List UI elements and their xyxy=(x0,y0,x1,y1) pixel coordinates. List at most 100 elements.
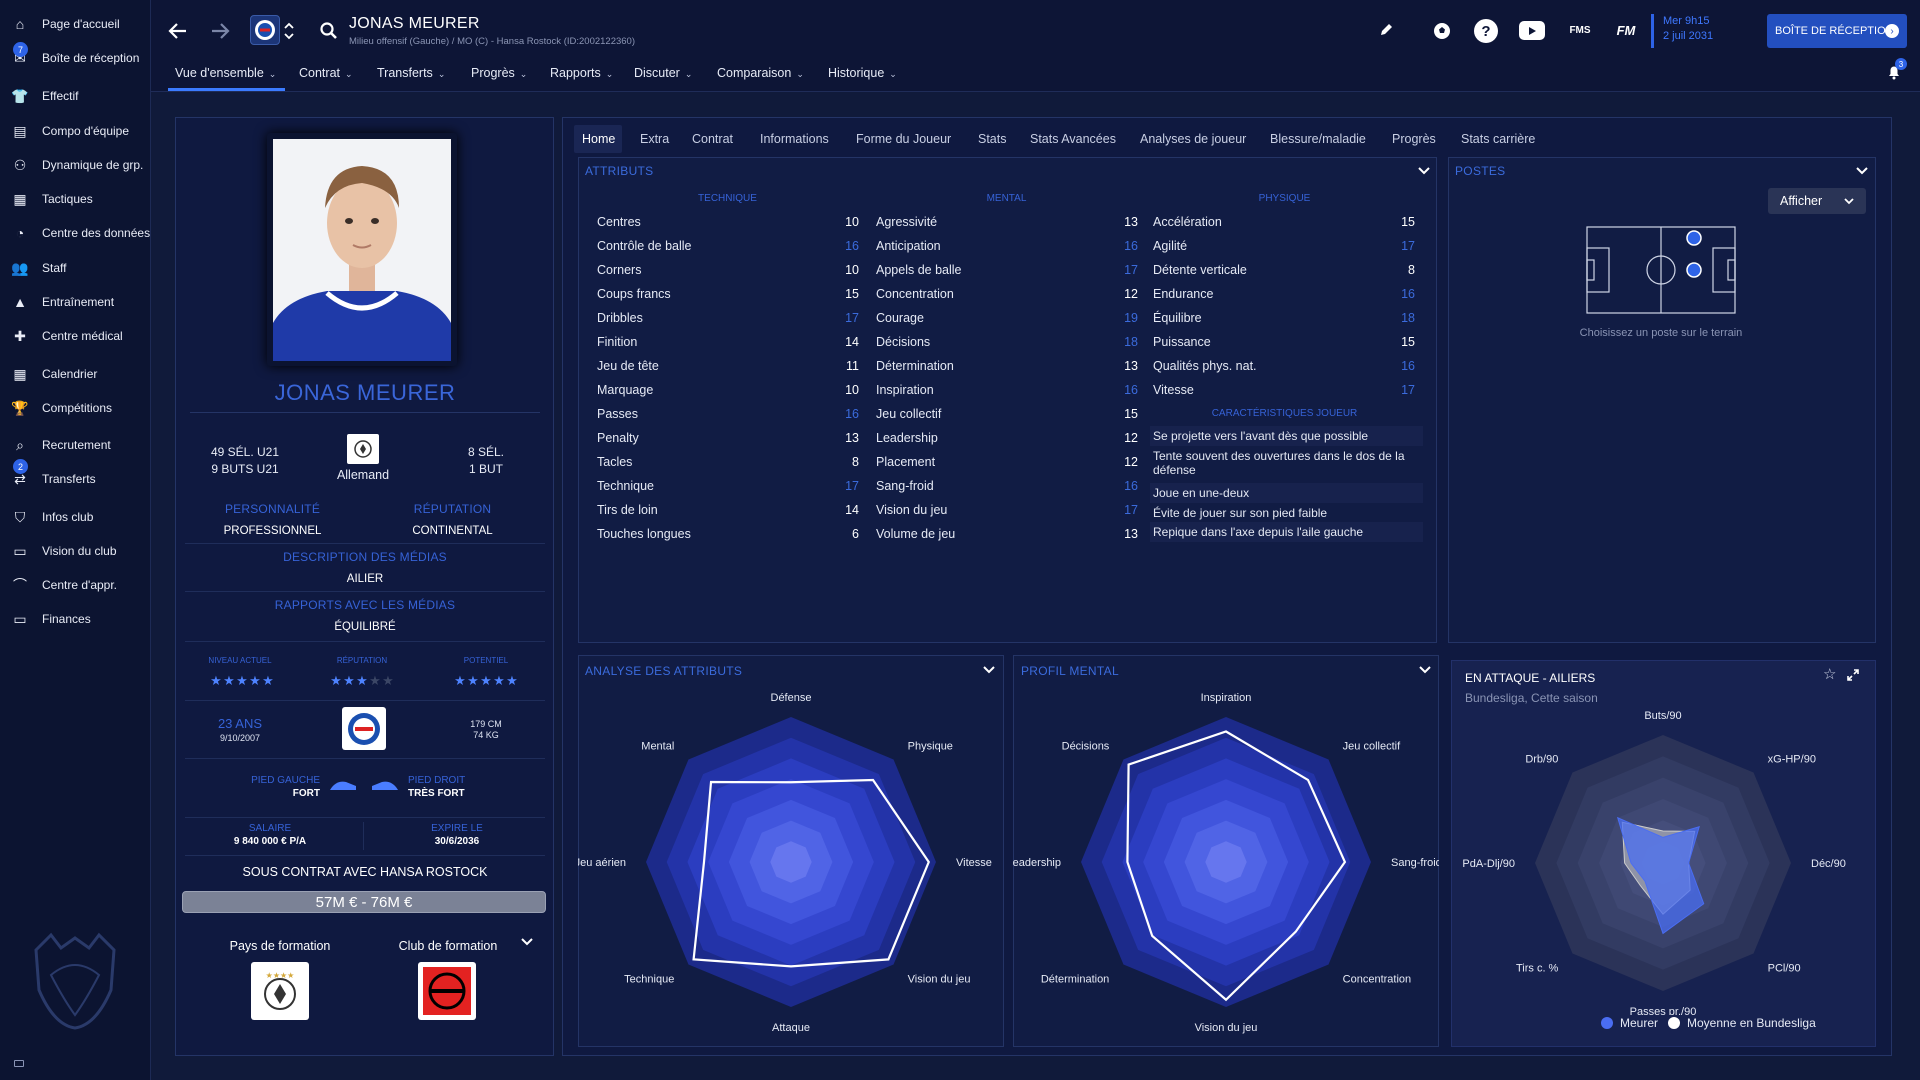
value-range-bar[interactable]: 57M € - 76M € xyxy=(182,891,546,913)
sidebar-item-data-hub[interactable]: ◔ Centre des données xyxy=(0,216,151,250)
attribute-row[interactable]: Appels de balle 17 xyxy=(876,260,1138,280)
attribute-row[interactable]: Anticipation 16 xyxy=(876,236,1138,256)
attribute-row[interactable]: Corners 10 xyxy=(597,260,859,280)
attribute-row[interactable]: Inspiration 16 xyxy=(876,380,1138,400)
sidebar-collapse-icon[interactable] xyxy=(14,1060,24,1067)
attribute-row[interactable]: Agressivité 13 xyxy=(876,212,1138,232)
pencil-icon[interactable] xyxy=(1376,20,1396,40)
attribute-row[interactable]: Détermination 13 xyxy=(876,356,1138,376)
attribute-row[interactable]: Touches longues 6 xyxy=(597,524,859,544)
nav-vue-d-ensemble[interactable]: Vue d'ensemble ⌄ xyxy=(175,66,276,80)
attribute-row[interactable]: Concentration 12 xyxy=(876,284,1138,304)
sidebar-item-club-vision[interactable]: ▭ Vision du club xyxy=(0,534,151,568)
attribute-row[interactable]: Équilibre 18 xyxy=(1153,308,1415,328)
sidebar-item-home[interactable]: ⌂ Page d'accueil xyxy=(0,7,151,41)
chevron-down-icon[interactable] xyxy=(1856,163,1870,177)
attribute-row[interactable]: Volume de jeu 13 xyxy=(876,524,1138,544)
tab-stats[interactable]: Stats xyxy=(978,132,1007,146)
chevron-updown-icon[interactable] xyxy=(282,18,296,44)
club-badge-icon[interactable] xyxy=(250,15,280,45)
chevron-down-icon[interactable] xyxy=(1418,163,1432,177)
attribute-row[interactable]: Placement 12 xyxy=(876,452,1138,472)
nav-progr-s[interactable]: Progrès ⌄ xyxy=(471,66,527,80)
youtube-icon[interactable] xyxy=(1519,21,1545,40)
attribute-row[interactable]: Détente verticale 8 xyxy=(1153,260,1415,280)
search-icon[interactable] xyxy=(319,21,339,41)
attribute-row[interactable]: Jeu collectif 15 xyxy=(876,404,1138,424)
attribute-row[interactable]: Puissance 15 xyxy=(1153,332,1415,352)
nav-discuter[interactable]: Discuter ⌄ xyxy=(634,66,692,80)
sidebar-item-staff[interactable]: 👥 Staff xyxy=(0,251,151,285)
attribute-row[interactable]: Coups francs 15 xyxy=(597,284,859,304)
sidebar-item-inbox[interactable]: ✉ 7 Boîte de réception xyxy=(0,41,151,75)
tab-stats-avanc-es[interactable]: Stats Avancées xyxy=(1030,132,1116,146)
chevron-down-icon[interactable] xyxy=(1419,662,1433,676)
tab-extra[interactable]: Extra xyxy=(640,132,670,146)
fms-icon[interactable]: FMS xyxy=(1569,24,1591,36)
tab-stats-carri-re[interactable]: Stats carrière xyxy=(1461,132,1536,146)
sidebar-item-tactics[interactable]: ▦ Tactiques xyxy=(0,182,151,216)
attribute-row[interactable]: Penalty 13 xyxy=(597,428,859,448)
attribute-row[interactable]: Contrôle de balle 16 xyxy=(597,236,859,256)
nav-contrat[interactable]: Contrat ⌄ xyxy=(299,66,353,80)
attribute-row[interactable]: Endurance 16 xyxy=(1153,284,1415,304)
nav-historique[interactable]: Historique ⌄ xyxy=(828,66,897,80)
tab-forme-du-joueur[interactable]: Forme du Joueur xyxy=(856,132,952,146)
nav-transferts[interactable]: Transferts ⌄ xyxy=(377,66,445,80)
attribute-row[interactable]: Tacles 8 xyxy=(597,452,859,472)
attribute-row[interactable]: Marquage 10 xyxy=(597,380,859,400)
game-date[interactable]: Mer 9h15 2 juil 2031 xyxy=(1651,14,1713,48)
attribute-row[interactable]: Courage 19 xyxy=(876,308,1138,328)
show-dropdown[interactable]: Afficher xyxy=(1768,188,1866,214)
tab-blessure-maladie[interactable]: Blessure/maladie xyxy=(1270,132,1366,146)
tab-analyses-de-joueur[interactable]: Analyses de joueur xyxy=(1140,132,1247,146)
sidebar-item-group-dynamics[interactable]: ⚇ Dynamique de grp. xyxy=(0,148,151,182)
training-country-flag[interactable]: ★★★★ xyxy=(251,962,309,1020)
sidebar-item-clipboard[interactable]: ▤ Compo d'équipe xyxy=(0,114,151,148)
chevron-down-icon[interactable] xyxy=(983,662,997,676)
nation-flag[interactable] xyxy=(347,434,379,464)
tab-contrat[interactable]: Contrat xyxy=(692,132,733,146)
expand-icon[interactable] xyxy=(1847,668,1861,682)
attribute-row[interactable]: Décisions 18 xyxy=(876,332,1138,352)
chevron-down-icon[interactable] xyxy=(521,934,535,948)
help-icon[interactable]: ? xyxy=(1474,19,1498,43)
attribute-row[interactable]: Passes 16 xyxy=(597,404,859,424)
sidebar-item-scouting[interactable]: ⌕ Recrutement xyxy=(0,428,151,462)
training-club-badge[interactable] xyxy=(418,962,476,1020)
sidebar-item-trophy[interactable]: 🏆 Compétitions xyxy=(0,391,151,425)
sidebar-item-squad[interactable]: 👕 Effectif xyxy=(0,79,151,113)
nav-comparaison[interactable]: Comparaison ⌄ xyxy=(717,66,804,80)
attribute-row[interactable]: Dribbles 17 xyxy=(597,308,859,328)
attribute-row[interactable]: Finition 14 xyxy=(597,332,859,352)
sidebar-item-training[interactable]: ▲ Entraînement xyxy=(0,285,151,319)
tab-informations[interactable]: Informations xyxy=(760,132,829,146)
attribute-row[interactable]: Leadership 12 xyxy=(876,428,1138,448)
sidebar-item-club-shield[interactable]: ⛉ Infos club xyxy=(0,500,151,534)
attribute-row[interactable]: Agilité 17 xyxy=(1153,236,1415,256)
football-icon[interactable] xyxy=(1431,20,1453,42)
fm-logo-icon[interactable]: FM xyxy=(1616,22,1636,38)
nationality[interactable]: Allemand xyxy=(336,468,390,482)
attribute-row[interactable]: Jeu de tête 11 xyxy=(597,356,859,376)
notification-bell-icon[interactable]: 3 xyxy=(1886,58,1907,84)
sidebar-item-finances[interactable]: ▭ Finances xyxy=(0,602,151,636)
attribute-row[interactable]: Centres 10 xyxy=(597,212,859,232)
inbox-continue-button[interactable]: BOÎTE DE RÉCEPTION › xyxy=(1767,14,1907,48)
attribute-row[interactable]: Tirs de loin 14 xyxy=(597,500,859,520)
forward-arrow-icon[interactable] xyxy=(207,18,233,44)
tab-progr-s[interactable]: Progrès xyxy=(1392,132,1436,146)
positions-pitch[interactable] xyxy=(1586,226,1736,314)
nav-rapports[interactable]: Rapports ⌄ xyxy=(550,66,613,80)
sidebar-item-academy[interactable]: ⌒ Centre d'appr. xyxy=(0,568,151,602)
attribute-row[interactable]: Vision du jeu 17 xyxy=(876,500,1138,520)
attribute-row[interactable]: Sang-froid 16 xyxy=(876,476,1138,496)
sidebar-item-calendar[interactable]: ▦ Calendrier xyxy=(0,357,151,391)
club-badge[interactable] xyxy=(342,707,386,750)
attribute-row[interactable]: Vitesse 17 xyxy=(1153,380,1415,400)
back-arrow-icon[interactable] xyxy=(165,18,191,44)
sidebar-item-transfers[interactable]: ⇄ 2 Transferts xyxy=(0,459,151,496)
attribute-row[interactable]: Accélération 15 xyxy=(1153,212,1415,232)
star-icon[interactable]: ☆ xyxy=(1823,666,1837,683)
tab-home[interactable]: Home xyxy=(582,132,616,146)
